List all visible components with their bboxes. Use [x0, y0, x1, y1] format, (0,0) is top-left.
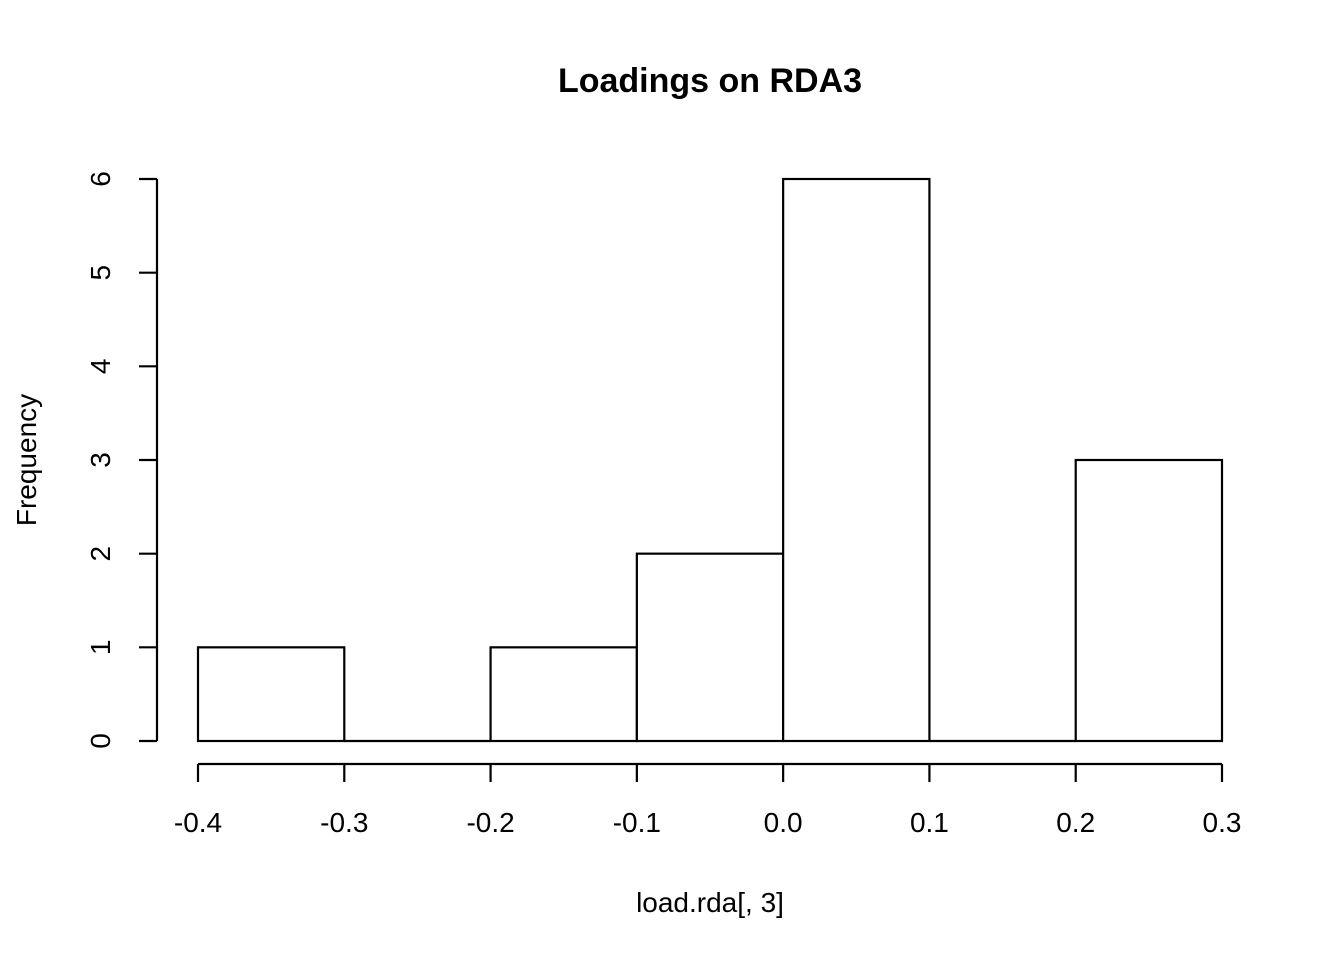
- y-tick-label-4: 4: [85, 359, 116, 375]
- x-axis: -0.4 -0.3 -0.2 -0.1 0.0 0.1 0.2 0.3: [174, 762, 1242, 838]
- histogram-bar-4: [782, 177, 931, 743]
- histogram-bar-3: [635, 552, 785, 743]
- bars-group: [196, 177, 1224, 743]
- y-tick-label-1: 1: [85, 640, 116, 656]
- histogram-bar-0: [196, 646, 346, 743]
- y-tick-label-6: 6: [85, 171, 116, 187]
- x-axis-label: load.rda[, 3]: [636, 887, 784, 918]
- histogram-bar-6: [1074, 458, 1224, 743]
- x-tick-label-3: -0.1: [613, 807, 661, 838]
- x-tick-label-6: 0.2: [1056, 807, 1095, 838]
- y-tick-label-2: 2: [85, 546, 116, 562]
- x-tick-label-1: -0.3: [320, 807, 368, 838]
- y-tick-label-0: 0: [85, 733, 116, 749]
- chart-title: Loadings on RDA3: [558, 62, 862, 100]
- x-tick-label-2: -0.2: [466, 807, 514, 838]
- histogram-bar-2: [489, 646, 638, 743]
- x-tick-label-7: 0.3: [1203, 807, 1242, 838]
- x-tick-label-5: 0.1: [910, 807, 949, 838]
- y-axis: 0 1 2 3 4 5 6: [85, 171, 159, 749]
- x-tick-label-0: -0.4: [174, 807, 222, 838]
- y-axis-label: Frequency: [11, 394, 42, 526]
- y-tick-label-5: 5: [85, 265, 116, 281]
- x-tick-label-4: 0.0: [764, 807, 803, 838]
- y-tick-label-3: 3: [85, 452, 116, 468]
